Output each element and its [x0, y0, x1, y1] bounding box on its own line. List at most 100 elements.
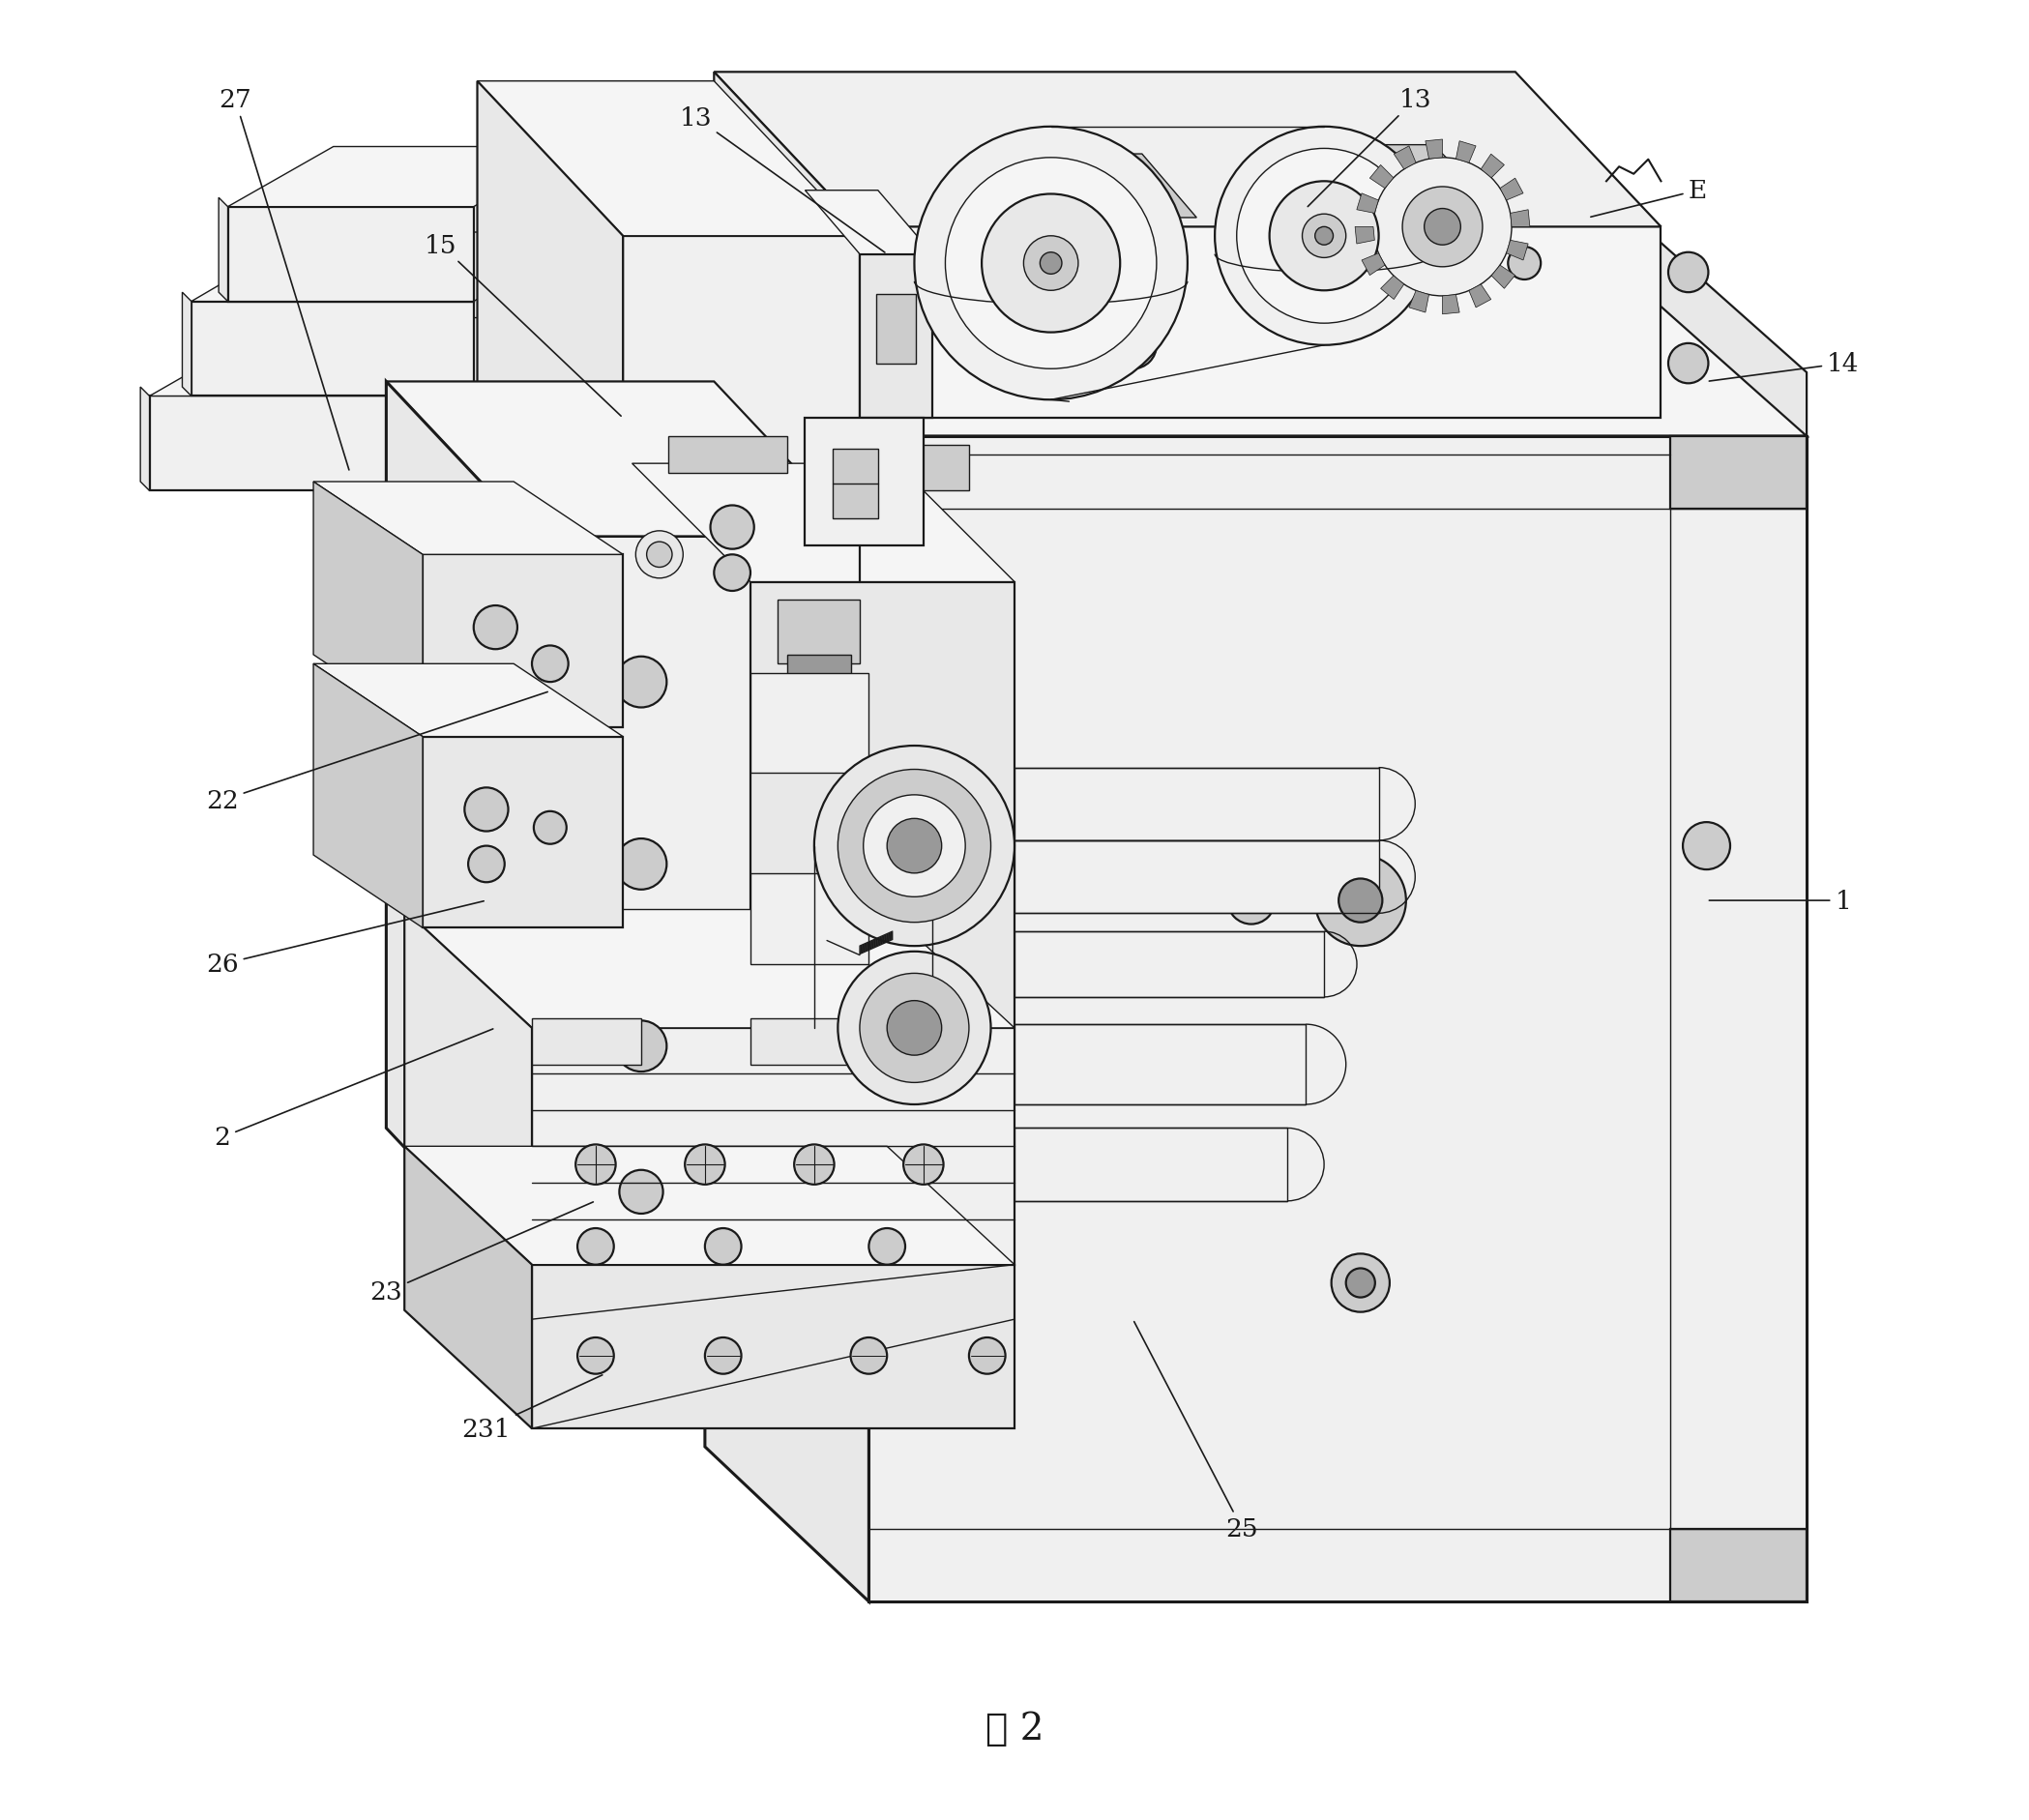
- Text: E: E: [1591, 178, 1706, 218]
- Circle shape: [465, 788, 507, 832]
- Bar: [668, 437, 787, 473]
- Polygon shape: [1670, 1529, 1806, 1602]
- Polygon shape: [1370, 166, 1394, 189]
- Circle shape: [473, 606, 517, 650]
- Circle shape: [1339, 879, 1382, 923]
- Circle shape: [578, 1229, 615, 1265]
- Polygon shape: [1325, 146, 1487, 200]
- Text: 1: 1: [1708, 888, 1850, 914]
- Bar: [832, 450, 879, 519]
- Circle shape: [635, 531, 684, 579]
- Circle shape: [1345, 1269, 1376, 1298]
- Circle shape: [576, 1145, 615, 1185]
- Circle shape: [647, 542, 672, 568]
- Circle shape: [793, 1145, 834, 1185]
- Circle shape: [1402, 187, 1483, 268]
- Polygon shape: [1361, 255, 1386, 277]
- Polygon shape: [1380, 277, 1404, 300]
- Polygon shape: [227, 147, 578, 207]
- Circle shape: [1668, 253, 1708, 293]
- Polygon shape: [404, 910, 532, 1265]
- Circle shape: [1331, 1254, 1390, 1312]
- Circle shape: [1303, 215, 1345, 258]
- Circle shape: [532, 646, 568, 682]
- Circle shape: [615, 839, 668, 890]
- Circle shape: [469, 846, 505, 883]
- Polygon shape: [1481, 155, 1503, 178]
- Polygon shape: [532, 1019, 641, 1065]
- Polygon shape: [1499, 178, 1524, 200]
- Circle shape: [850, 1338, 887, 1374]
- Circle shape: [615, 657, 668, 708]
- Polygon shape: [1014, 932, 1325, 997]
- Circle shape: [1668, 344, 1708, 384]
- Polygon shape: [1670, 437, 1806, 510]
- Polygon shape: [477, 82, 860, 237]
- Circle shape: [1424, 209, 1461, 246]
- Polygon shape: [219, 198, 227, 302]
- Circle shape: [982, 195, 1120, 333]
- Circle shape: [714, 555, 751, 592]
- Text: 231: 231: [463, 1376, 603, 1441]
- Polygon shape: [1014, 768, 1380, 841]
- Polygon shape: [704, 228, 868, 1602]
- Polygon shape: [751, 874, 868, 965]
- Circle shape: [1023, 237, 1077, 291]
- Text: 15: 15: [424, 233, 621, 417]
- Polygon shape: [751, 673, 868, 774]
- Polygon shape: [1426, 140, 1443, 160]
- Circle shape: [1374, 158, 1512, 297]
- Polygon shape: [751, 1019, 868, 1065]
- Circle shape: [982, 304, 1029, 351]
- Polygon shape: [1014, 841, 1380, 914]
- Polygon shape: [404, 1147, 532, 1429]
- Polygon shape: [404, 910, 1014, 1028]
- Circle shape: [860, 974, 970, 1083]
- Polygon shape: [191, 302, 473, 397]
- Polygon shape: [633, 464, 1014, 582]
- Text: 13: 13: [1309, 87, 1430, 207]
- Polygon shape: [312, 664, 623, 737]
- Circle shape: [1315, 855, 1406, 946]
- Polygon shape: [1491, 266, 1516, 289]
- Polygon shape: [787, 655, 850, 682]
- Circle shape: [868, 1229, 905, 1265]
- Polygon shape: [422, 555, 623, 728]
- Circle shape: [903, 1145, 943, 1185]
- Polygon shape: [1510, 211, 1530, 228]
- Polygon shape: [312, 482, 623, 555]
- Circle shape: [1315, 228, 1333, 246]
- Circle shape: [814, 746, 1014, 946]
- Circle shape: [864, 795, 966, 897]
- Circle shape: [1236, 149, 1412, 324]
- Polygon shape: [996, 155, 1197, 218]
- Bar: [877, 295, 917, 364]
- Text: 14: 14: [1708, 351, 1859, 382]
- Circle shape: [578, 1338, 615, 1374]
- Polygon shape: [422, 737, 623, 928]
- Circle shape: [615, 1021, 668, 1072]
- Polygon shape: [183, 293, 191, 397]
- Polygon shape: [312, 664, 422, 928]
- Text: 23: 23: [369, 1203, 592, 1305]
- Polygon shape: [191, 233, 592, 302]
- Text: 13: 13: [680, 106, 885, 253]
- Polygon shape: [386, 382, 532, 1283]
- Circle shape: [619, 1170, 663, 1214]
- Circle shape: [704, 1229, 741, 1265]
- Polygon shape: [623, 237, 860, 673]
- Text: 22: 22: [207, 692, 548, 814]
- Circle shape: [710, 506, 755, 550]
- Circle shape: [887, 819, 941, 874]
- Polygon shape: [1643, 228, 1806, 437]
- Polygon shape: [1014, 1025, 1307, 1105]
- Circle shape: [1398, 266, 1432, 298]
- Polygon shape: [1394, 147, 1416, 169]
- Polygon shape: [1443, 295, 1459, 315]
- Polygon shape: [714, 73, 860, 419]
- Polygon shape: [806, 419, 923, 546]
- Circle shape: [946, 158, 1157, 369]
- Polygon shape: [806, 191, 933, 255]
- Polygon shape: [860, 255, 933, 419]
- Polygon shape: [1457, 142, 1475, 164]
